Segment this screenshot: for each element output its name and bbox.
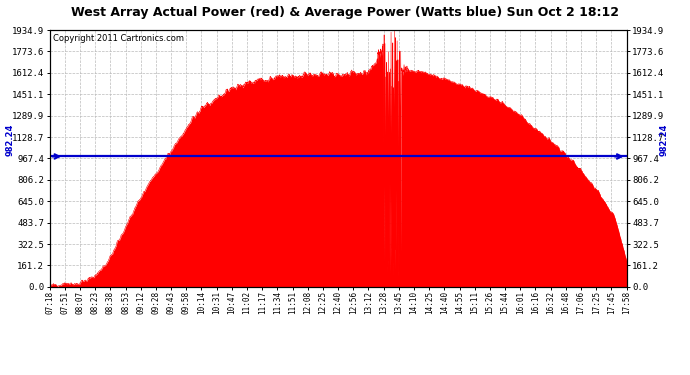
Text: Copyright 2011 Cartronics.com: Copyright 2011 Cartronics.com bbox=[52, 34, 184, 43]
Text: West Array Actual Power (red) & Average Power (Watts blue) Sun Oct 2 18:12: West Array Actual Power (red) & Average … bbox=[71, 6, 619, 19]
Text: 982.24: 982.24 bbox=[6, 124, 15, 156]
Text: 982.24: 982.24 bbox=[660, 124, 669, 156]
